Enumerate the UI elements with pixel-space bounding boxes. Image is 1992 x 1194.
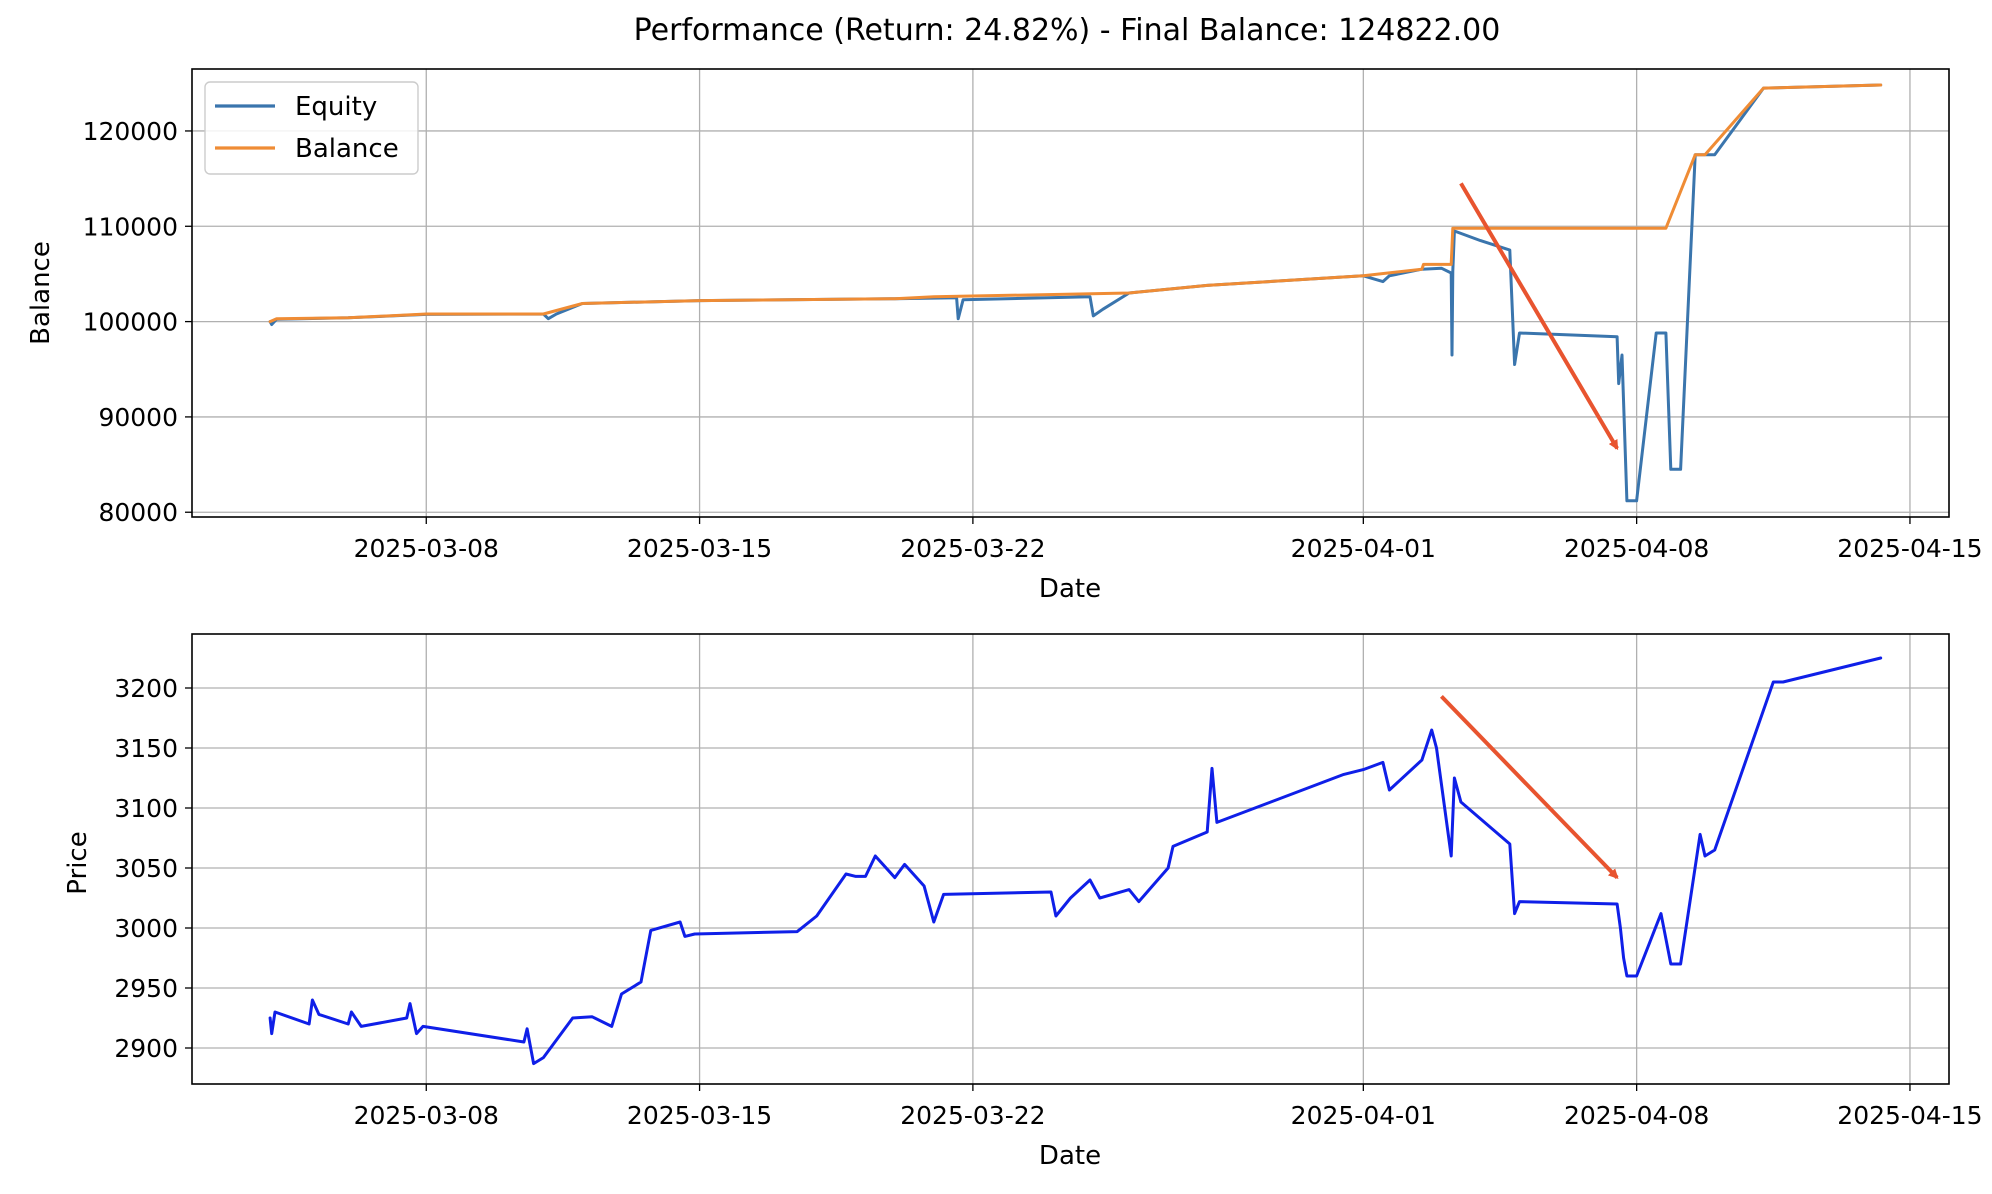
- axes: 2025-03-08 2025-03-15 2025-03-22 2025-04-01…: [114, 674, 1982, 1130]
- legend-label-equity: Equity: [295, 92, 377, 122]
- x-tick-label: 2025-03-22: [900, 1101, 1045, 1130]
- axes: 2025-03-08 2025-03-15 2025-03-22 2025-04-01…: [83, 117, 1983, 563]
- annotation-arrow: [1439, 695, 1619, 880]
- legend-label-balance: Balance: [295, 134, 399, 164]
- y-tick-label: 80000: [98, 498, 178, 527]
- price-chart-panel: 2025-03-08 2025-03-15 2025-03-22 2025-04-01…: [63, 633, 1983, 1171]
- y-axis-label: Price: [63, 831, 93, 894]
- y-tick-label: 3100: [114, 794, 178, 823]
- annotation-arrow: [1459, 182, 1619, 451]
- balance-chart-panel: Performance (Return: 24.82%) - Final Bal…: [26, 13, 1983, 604]
- y-axis-label: Balance: [26, 241, 56, 345]
- gridlines: [192, 634, 1949, 1084]
- x-tick-label: 2025-04-01: [1291, 534, 1436, 563]
- y-tick-label: 2900: [114, 1034, 178, 1063]
- y-tick-label: 3050: [114, 854, 178, 883]
- annotations: [1459, 182, 1619, 451]
- balance-series-line: [268, 83, 1883, 324]
- x-tick-label: 2025-04-08: [1564, 534, 1709, 563]
- plot-frame: [191, 68, 1950, 518]
- x-axis-label: Date: [1039, 1141, 1101, 1171]
- x-tick-label: 2025-04-15: [1837, 534, 1982, 563]
- y-tick-label: 2950: [114, 974, 178, 1003]
- series-lines: [268, 656, 1883, 1066]
- x-tick-label: 2025-03-08: [354, 1101, 499, 1130]
- annotations: [1439, 695, 1619, 880]
- x-tick-label: 2025-04-08: [1564, 1101, 1709, 1130]
- y-tick-label: 3200: [114, 674, 178, 703]
- legend: Equity Balance: [204, 81, 419, 175]
- plot-frame: [191, 633, 1950, 1085]
- y-tick-label: 90000: [98, 403, 178, 432]
- y-tick-label: 120000: [83, 117, 178, 146]
- x-tick-label: 2025-04-01: [1291, 1101, 1436, 1130]
- chart-title: Performance (Return: 24.82%) - Final Bal…: [634, 13, 1501, 48]
- series-lines: [268, 83, 1883, 503]
- price-series-line: [268, 656, 1883, 1066]
- y-tick-label: 3000: [114, 914, 178, 943]
- x-axis-label: Date: [1039, 574, 1101, 604]
- x-tick-label: 2025-03-15: [627, 534, 772, 563]
- x-tick-label: 2025-04-15: [1837, 1101, 1982, 1130]
- x-tick-label: 2025-03-08: [354, 534, 499, 563]
- gridlines: [192, 69, 1949, 517]
- x-tick-label: 2025-03-22: [900, 534, 1045, 563]
- x-tick-label: 2025-03-15: [627, 1101, 772, 1130]
- y-tick-label: 110000: [83, 212, 178, 241]
- y-tick-label: 3150: [114, 734, 178, 763]
- y-tick-label: 100000: [83, 308, 178, 337]
